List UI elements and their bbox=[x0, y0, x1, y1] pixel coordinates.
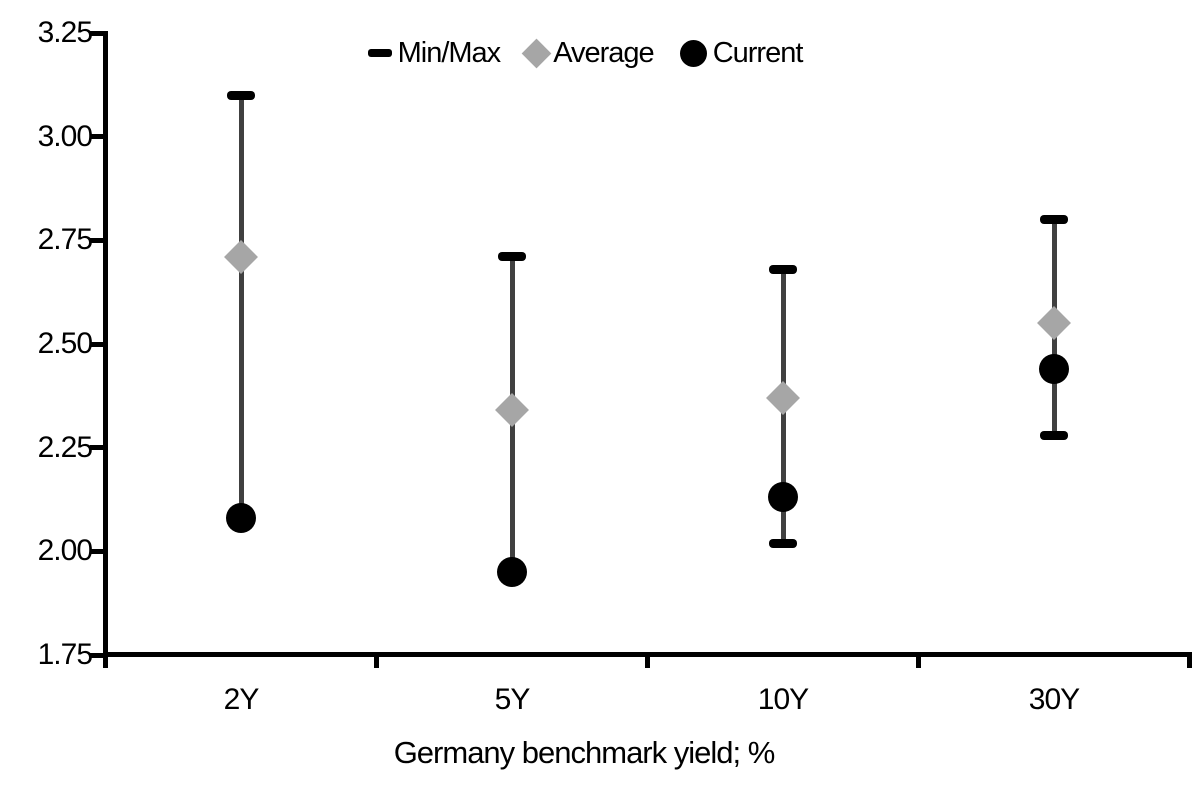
min-cap-30y bbox=[1040, 430, 1068, 440]
category-label-5y: 5Y bbox=[494, 683, 531, 716]
y-axis-tick-label: 2.25 bbox=[37, 430, 93, 464]
current-marker-5y bbox=[497, 557, 527, 588]
y-axis-tick-label: 2.50 bbox=[37, 327, 93, 360]
x-axis-tick bbox=[916, 657, 921, 668]
legend-item-minmax: Min/Max bbox=[367, 36, 502, 70]
y-axis-tick bbox=[90, 134, 105, 140]
x-axis-tick bbox=[374, 657, 379, 668]
max-cap-10y bbox=[769, 264, 797, 274]
legend-label-minmax: Min/Max bbox=[397, 36, 502, 69]
legend-item-current: Current bbox=[679, 36, 804, 70]
y-axis-tick-label: 1.75 bbox=[37, 638, 93, 671]
x-axis-title: Germany benchmark yield; % bbox=[393, 735, 776, 770]
average-diamond-icon bbox=[521, 38, 552, 68]
category-label-2y: 2Y bbox=[223, 683, 260, 716]
y-axis-tick-label: 3.00 bbox=[37, 119, 93, 153]
y-axis-tick bbox=[90, 341, 105, 347]
max-cap-5y bbox=[498, 252, 526, 262]
minmax-range-line-2y bbox=[238, 95, 244, 519]
average-marker-30y bbox=[1037, 306, 1071, 341]
legend: Min/Max Average Current bbox=[0, 37, 1170, 69]
y-axis-tick bbox=[90, 445, 105, 451]
x-axis-tick bbox=[103, 657, 108, 668]
average-marker-5y bbox=[495, 393, 529, 428]
current-marker-2y bbox=[226, 503, 256, 534]
legend-label-current: Current bbox=[712, 36, 804, 69]
y-axis-tick bbox=[90, 548, 105, 554]
minmax-dash-icon bbox=[367, 49, 392, 57]
legend-item-average: Average bbox=[521, 36, 655, 70]
max-cap-30y bbox=[1040, 215, 1068, 225]
category-label-10y: 10Y bbox=[757, 683, 809, 716]
y-axis-tick bbox=[90, 30, 105, 36]
max-cap-2y bbox=[227, 90, 255, 100]
average-marker-2y bbox=[224, 239, 258, 274]
y-axis-tick bbox=[90, 237, 105, 243]
category-label-30y: 30Y bbox=[1028, 683, 1080, 716]
y-axis-tick-label: 2.75 bbox=[37, 223, 93, 257]
current-marker-10y bbox=[768, 482, 798, 513]
legend-label-average: Average bbox=[553, 36, 654, 69]
x-axis bbox=[103, 652, 1192, 657]
x-axis-tick bbox=[645, 657, 650, 668]
min-cap-10y bbox=[769, 538, 797, 548]
current-marker-30y bbox=[1039, 353, 1069, 384]
y-axis-tick-label: 3.25 bbox=[37, 16, 93, 49]
y-axis-tick-label: 2.00 bbox=[37, 534, 93, 568]
average-marker-10y bbox=[766, 380, 800, 415]
x-axis-tick bbox=[1187, 657, 1192, 668]
current-circle-icon bbox=[679, 39, 707, 67]
y-axis-tick bbox=[90, 652, 105, 658]
y-axis bbox=[103, 31, 108, 668]
